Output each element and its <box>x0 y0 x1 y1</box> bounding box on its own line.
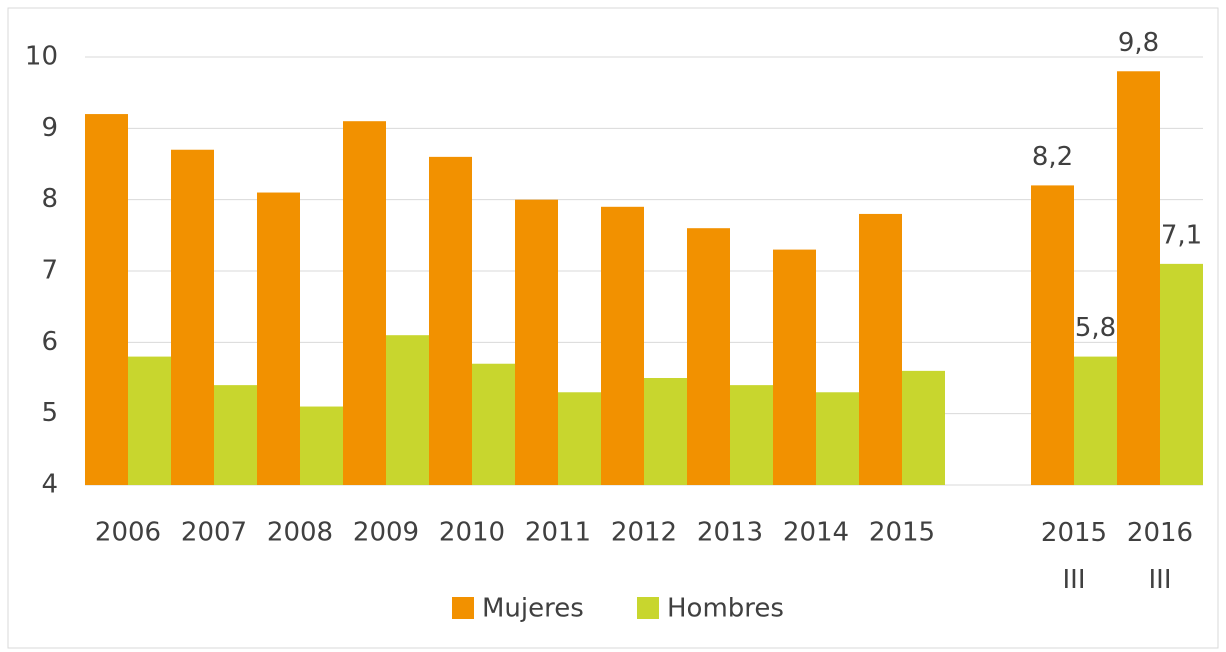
bar <box>300 406 343 485</box>
legend-swatch <box>452 597 474 619</box>
x-tick-label: 2015 <box>869 518 935 548</box>
bar <box>601 206 644 486</box>
bar <box>515 199 558 485</box>
legend-label: Mujeres <box>482 594 584 624</box>
x-tick-label: 2014 <box>783 518 849 548</box>
x-tick-label: 2007 <box>181 518 247 548</box>
bar <box>257 192 300 486</box>
x-tick-label: 2008 <box>267 518 333 548</box>
chart-border <box>7 7 1219 649</box>
bar <box>472 363 515 485</box>
x-tick-label: 2012 <box>611 518 677 548</box>
data-label: 8,2 <box>1032 142 1073 172</box>
data-label: 5,8 <box>1075 313 1116 343</box>
data-label: 7,1 <box>1161 220 1202 250</box>
bar <box>902 370 945 485</box>
x-tick-label: 2010 <box>439 518 505 548</box>
x-tick-label: 2015 III <box>1041 518 1107 595</box>
legend-swatch <box>637 597 659 619</box>
x-tick-label: 2009 <box>353 518 419 548</box>
bar <box>128 356 171 485</box>
x-tick-label: 2016 III <box>1127 518 1193 595</box>
bar <box>816 392 859 485</box>
bar <box>773 249 816 485</box>
bar <box>558 392 601 485</box>
data-label: 9,8 <box>1118 28 1159 58</box>
bar <box>644 378 687 485</box>
bar <box>386 335 429 485</box>
bar <box>214 385 257 485</box>
bar <box>1074 356 1117 485</box>
bar <box>429 156 472 485</box>
y-tick-label: 9 <box>41 113 58 143</box>
bar <box>1031 185 1074 485</box>
bar <box>1160 263 1203 485</box>
x-tick-label: 2006 <box>95 518 161 548</box>
legend-label: Hombres <box>667 594 784 624</box>
y-tick-label: 5 <box>41 398 58 428</box>
bar <box>85 114 128 486</box>
y-tick-label: 4 <box>41 470 58 500</box>
y-tick-label: 10 <box>25 42 58 72</box>
x-tick-label: 2013 <box>697 518 763 548</box>
y-tick-label: 8 <box>41 184 58 214</box>
y-tick-label: 6 <box>41 327 58 357</box>
bar <box>1117 71 1160 486</box>
bar <box>343 121 386 485</box>
bar <box>730 385 773 485</box>
x-tick-label: 2011 <box>525 518 591 548</box>
bar <box>859 213 902 485</box>
bar <box>687 228 730 485</box>
bar <box>171 149 214 485</box>
y-tick-label: 7 <box>41 256 58 286</box>
